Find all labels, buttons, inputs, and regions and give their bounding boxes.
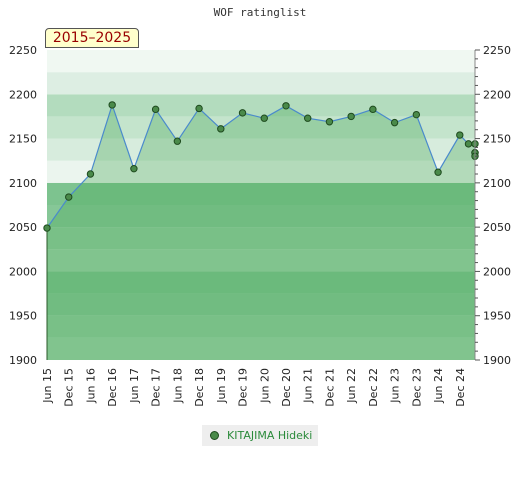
x-tick-label: Jun 22 [345, 368, 358, 404]
x-tick-label: Dec 21 [323, 368, 336, 407]
y-tick-label: 2000 [483, 265, 511, 278]
data-point[interactable] [86, 170, 95, 178]
band [47, 337, 475, 360]
y-tick-label: 2150 [9, 133, 37, 146]
x-tick-label: Dec 19 [237, 368, 250, 407]
data-point[interactable] [173, 137, 182, 145]
chart-title: WOF ratinglist [214, 6, 307, 19]
period-label: 2015–2025 [45, 28, 139, 48]
data-point[interactable] [304, 114, 312, 122]
data-point[interactable] [347, 112, 355, 121]
data-point[interactable] [434, 168, 442, 176]
x-tick-label: Jun 16 [84, 368, 97, 404]
y-tick-label: 2100 [9, 177, 37, 190]
area-layer [47, 104, 475, 361]
band [47, 227, 475, 250]
data-point[interactable] [43, 224, 51, 232]
data-point[interactable] [456, 131, 464, 139]
data-point[interactable] [238, 109, 247, 117]
band [47, 271, 475, 294]
marker-layer [43, 101, 479, 232]
data-point[interactable] [217, 125, 225, 133]
axes-layer [474, 49, 480, 361]
x-tick-label: Jun 17 [128, 368, 141, 404]
data-point[interactable] [260, 114, 268, 122]
data-point[interactable] [325, 118, 334, 126]
data-point[interactable] [151, 105, 160, 114]
x-tick-label: Jun 24 [432, 368, 445, 404]
data-point[interactable] [282, 102, 290, 110]
y-tick-labels-left: 1900 1950 2000 2050 2100 2150 2200 2250 [9, 44, 37, 367]
y-tick-label: 2050 [483, 221, 511, 234]
background-bands [47, 50, 475, 360]
band [47, 72, 475, 95]
series-area [47, 104, 475, 361]
legend-label: KITAJIMA Hideki [227, 429, 313, 442]
x-tick-label: Jun 20 [258, 368, 271, 404]
data-point[interactable] [130, 164, 138, 173]
x-tick-label: Dec 16 [106, 368, 119, 407]
x-tick-label: Dec 18 [193, 368, 206, 407]
y-tick-label: 2250 [9, 44, 37, 57]
y-tick-label: 1900 [9, 354, 37, 367]
x-tick-labels: Jun 15 Dec 15 Jun 16 Dec 16 Jun 17 Dec 17 Jun … [41, 368, 467, 407]
band [47, 50, 475, 73]
x-tick-label: Dec 15 [63, 368, 76, 407]
x-tick-label: Dec 24 [454, 368, 467, 407]
data-point[interactable] [108, 101, 116, 109]
x-tick-label: Jun 19 [215, 368, 228, 404]
y-tick-label: 2100 [483, 177, 511, 190]
data-point[interactable] [369, 105, 377, 114]
x-tick-label: Dec 23 [410, 368, 423, 407]
x-tick-label: Jun 23 [389, 368, 402, 404]
y-tick-label: 1950 [483, 310, 511, 323]
y-tick-label: 1900 [483, 354, 511, 367]
band [47, 293, 475, 316]
y-tick-label: 2200 [483, 88, 511, 101]
legend-marker-icon [210, 431, 219, 440]
data-point[interactable] [195, 104, 203, 113]
x-tick-label: Dec 20 [280, 368, 293, 407]
band [47, 116, 475, 139]
band [47, 249, 475, 272]
y-tick-label: 2200 [9, 88, 37, 101]
y-tick-labels-right: 1900 1950 2000 2050 2100 2150 2200 2250 [483, 44, 511, 367]
band [47, 315, 475, 338]
y-tick-label: 2250 [483, 44, 511, 57]
x-tick-label: Jun 18 [171, 368, 184, 404]
y-tick-label: 2000 [9, 265, 37, 278]
data-point[interactable] [65, 193, 73, 201]
band [47, 160, 475, 183]
x-tick-label: Dec 22 [367, 368, 380, 407]
y-tick-label: 1950 [9, 310, 37, 323]
y-tick-label: 2150 [483, 133, 511, 146]
x-tick-label: Jun 15 [41, 368, 54, 404]
y-tick-label: 2050 [9, 221, 37, 234]
data-point[interactable] [390, 118, 399, 127]
band [47, 182, 475, 205]
x-tick-label: Jun 21 [302, 368, 315, 404]
data-point[interactable] [464, 140, 473, 148]
data-point[interactable] [412, 110, 421, 119]
legend[interactable]: KITAJIMA Hideki [202, 425, 318, 446]
x-tick-label: Dec 17 [150, 368, 163, 407]
band [47, 205, 475, 228]
band [47, 138, 475, 161]
